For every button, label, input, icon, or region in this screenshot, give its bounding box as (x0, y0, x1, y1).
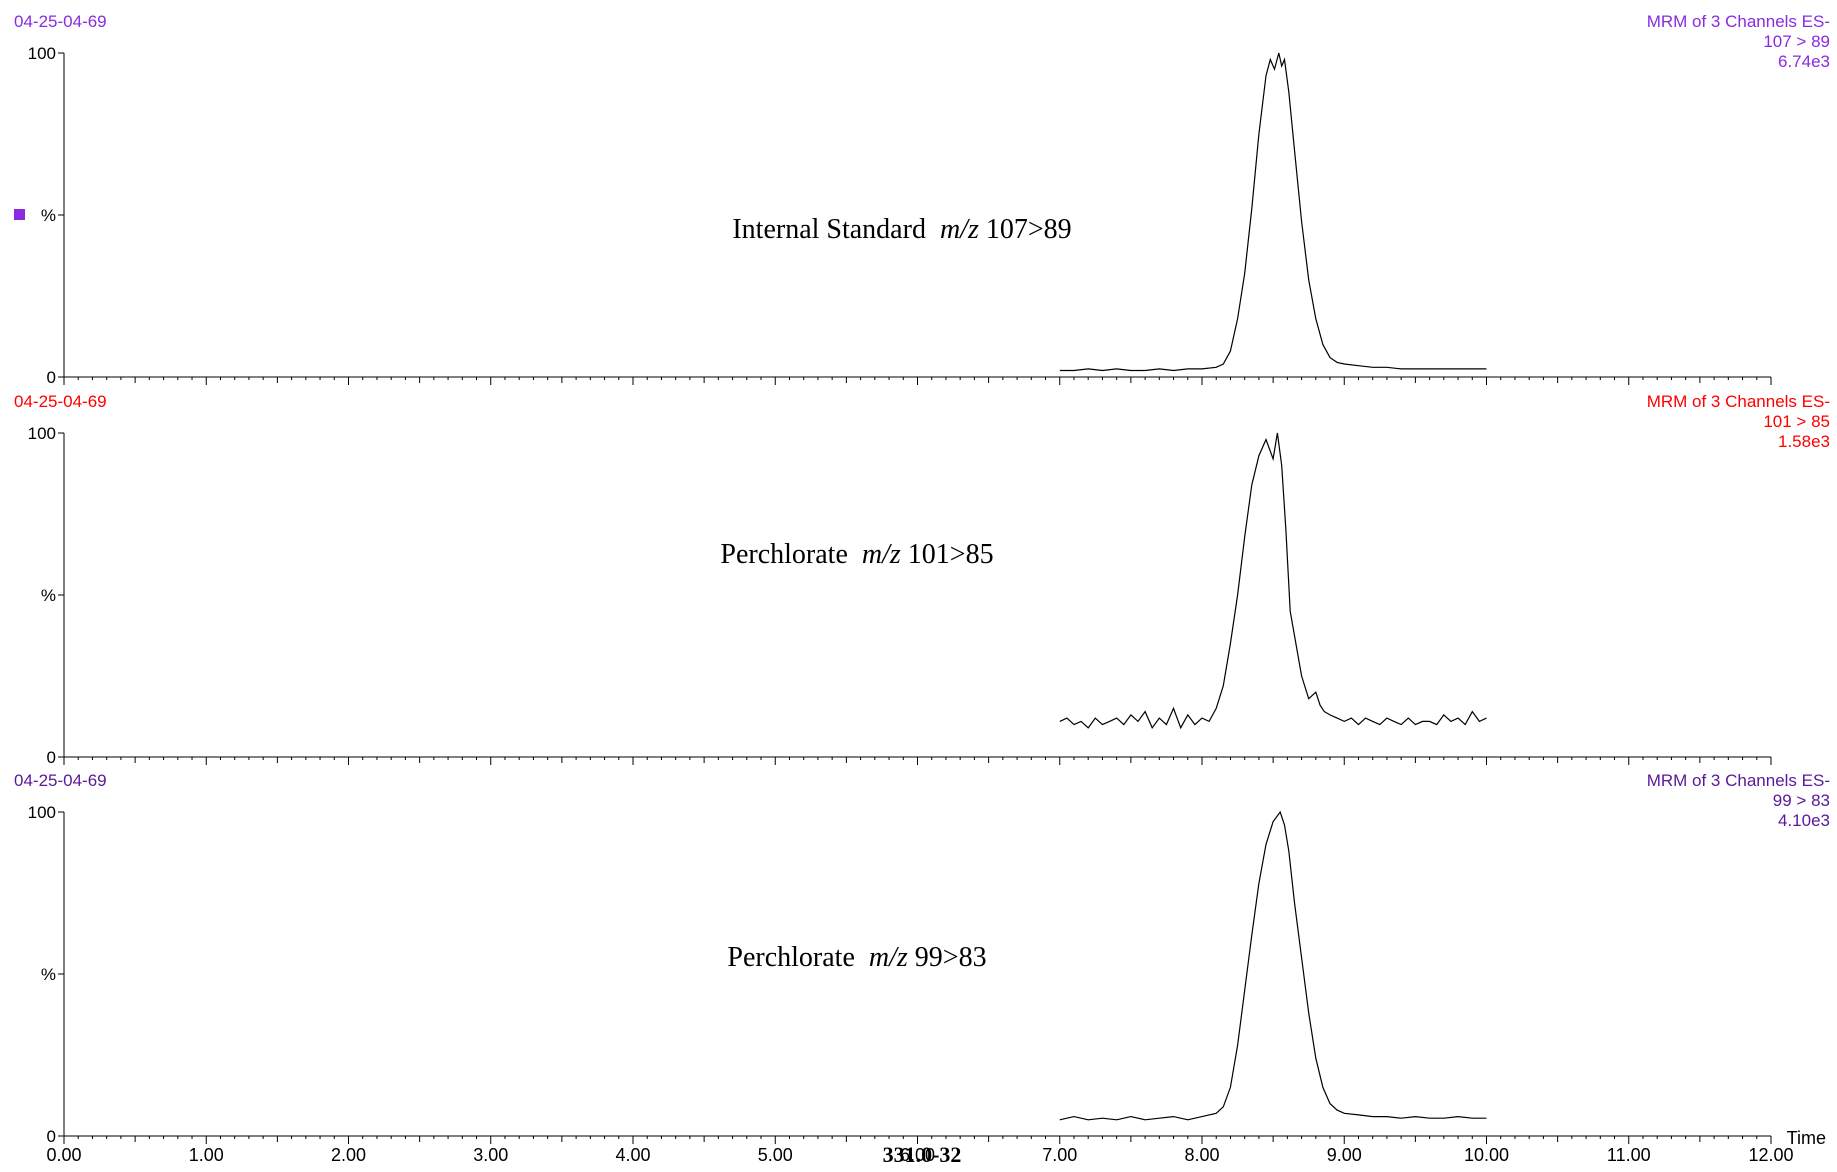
sample-id-label: 04-25-04-69 (14, 12, 107, 31)
function-label: MRM of 3 Channels ES- (1647, 771, 1830, 790)
annotation-compound: Perchlorate (720, 539, 848, 570)
x-tick-label: 10.00 (1464, 1145, 1509, 1165)
transition-label: 99 > 83 (1773, 791, 1830, 810)
y-tick-label-0: 0 (47, 1127, 56, 1146)
sample-id-label: 04-25-04-69 (14, 771, 107, 790)
transition-label: 107 > 89 (1763, 32, 1830, 51)
x-tick-label: 7.00 (1042, 1145, 1077, 1165)
intensity-label: 1.58e3 (1778, 432, 1830, 451)
peak-annotation: Perchlorate m/z 99>83 (727, 942, 986, 973)
trace-color-marker (14, 209, 25, 220)
chromatogram-panel-3: 04-25-04-69 MRM of 3 Channels ES-99 > 834… (14, 771, 1830, 1146)
annotation-transition: 107>89 (986, 214, 1072, 245)
x-tick-label: 11.00 (1607, 1145, 1651, 1165)
y-tick-label-100: 100 (28, 424, 56, 443)
chromatogram-trace (1059, 432, 1487, 730)
annotation-compound: Perchlorate (727, 942, 855, 973)
x-tick-label: 3.00 (473, 1145, 508, 1165)
x-axis-label: Time (1787, 1128, 1826, 1148)
x-tick-label: 1.00 (189, 1145, 224, 1165)
sample-id-label: 04-25-04-69 (14, 392, 107, 411)
x-tick-label: 2.00 (331, 1145, 366, 1165)
x-tick-label: 5.00 (758, 1145, 793, 1165)
y-axis-percent-label: % (41, 206, 56, 225)
annotation-transition: 101>85 (908, 539, 994, 570)
annotation-compound: Internal Standard (732, 214, 926, 245)
annotation-mz: m/z (940, 214, 979, 245)
annotation-mz: m/z (869, 942, 908, 973)
x-tick-label: 6.00 (900, 1145, 935, 1165)
x-tick-label: 8.00 (1184, 1145, 1219, 1165)
y-tick-label-0: 0 (47, 368, 56, 387)
intensity-label: 6.74e3 (1778, 52, 1830, 71)
x-tick-label: 9.00 (1327, 1145, 1362, 1165)
x-tick-label: 0.00 (46, 1145, 81, 1165)
footer-label: 331.0-32 (883, 1142, 962, 1167)
x-tick-label: 4.00 (615, 1145, 650, 1165)
intensity-label: 4.10e3 (1778, 811, 1830, 830)
time-axis-labels: 0.00 1.00 2.00 3.00 4.00 5.00 6.00 7.00 8.00 9.00… (46, 1128, 1826, 1165)
y-tick-label-100: 100 (28, 44, 56, 63)
function-label: MRM of 3 Channels ES- (1647, 392, 1830, 411)
y-axis-percent-label: % (41, 586, 56, 605)
function-label: MRM of 3 Channels ES- (1647, 12, 1830, 31)
annotation-transition: 99>83 (915, 942, 987, 973)
chromatogram-panel-1: 04-25-04-69 MRM of 3 Channels ES-107 > 89… (14, 12, 1830, 387)
y-tick-label-100: 100 (28, 803, 56, 822)
annotation-mz: m/z (862, 539, 901, 570)
peak-annotation: Internal Standard m/z 107>89 (732, 214, 1071, 245)
y-axis-percent-label: % (41, 965, 56, 984)
peak-annotation: Perchlorate m/z 101>85 (720, 539, 993, 570)
chromatogram-trace (1059, 52, 1487, 372)
chromatogram-panel-2: 04-25-04-69 MRM of 3 Channels ES-101 > 85… (14, 392, 1830, 767)
y-tick-label-0: 0 (47, 748, 56, 767)
chromatogram-trace (1059, 810, 1487, 1121)
x-tick-label: 12.00 (1748, 1145, 1793, 1165)
transition-label: 101 > 85 (1763, 412, 1830, 431)
